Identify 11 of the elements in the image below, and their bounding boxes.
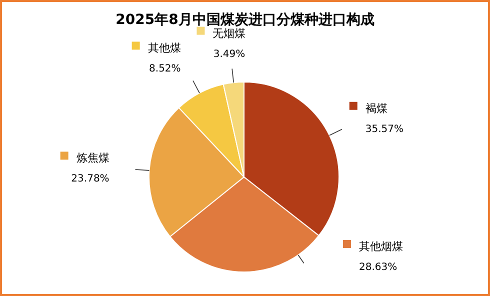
- data-label: 35.57%: [365, 124, 404, 135]
- legend-label: 炼焦煤: [76, 152, 110, 165]
- legend-label: 褐煤: [365, 102, 388, 115]
- data-label: 23.78%: [71, 174, 110, 185]
- data-label: 3.49%: [213, 48, 246, 60]
- data-label: 8.52%: [149, 64, 181, 75]
- legend-label: 其他煤: [148, 42, 181, 55]
- legend-label: 无烟煤: [212, 26, 246, 40]
- data-label: 28.63%: [359, 262, 398, 273]
- chart-title: 2025年8月中国煤炭进口分煤种进口构成: [116, 12, 374, 28]
- legend-label: 其他烟煤: [359, 240, 403, 253]
